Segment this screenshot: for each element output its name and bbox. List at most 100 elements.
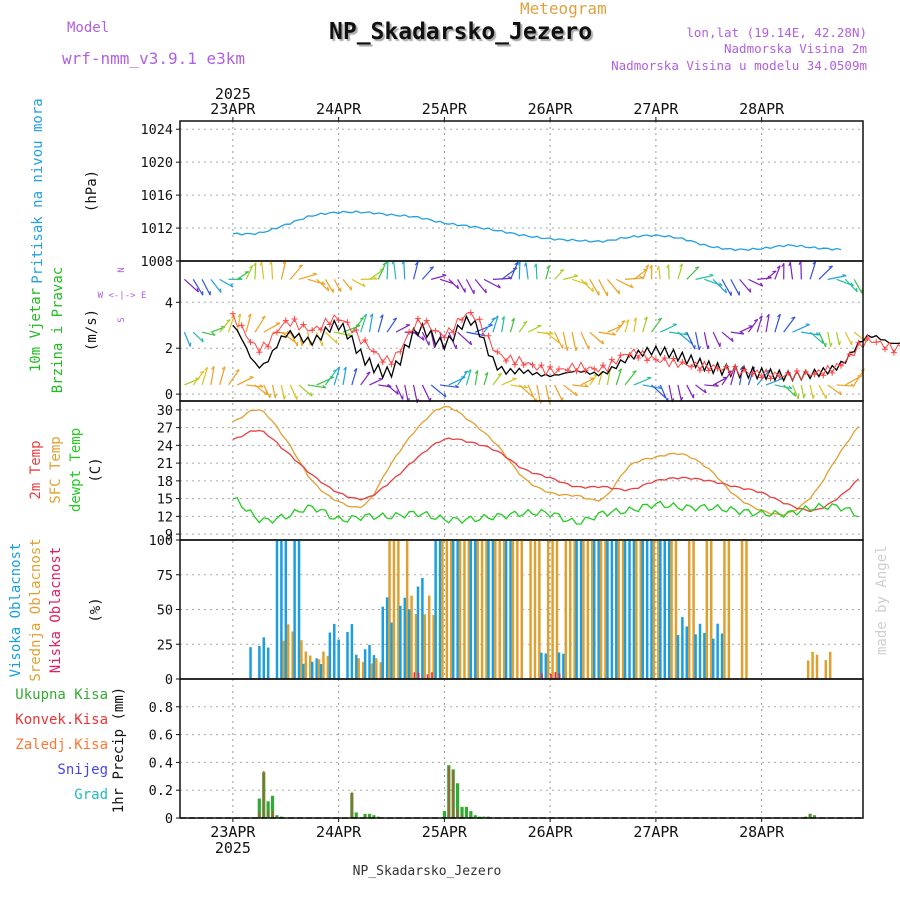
wind-arrow: [403, 260, 406, 280]
cloud-high-bar: [650, 540, 653, 679]
wind-arrow: [836, 384, 855, 387]
wind-arrow: [853, 279, 863, 294]
gust-marker: [749, 371, 756, 378]
cloud-high-bar: [368, 644, 371, 679]
wind-arrow: [260, 261, 265, 280]
day-label-top: 26APR: [528, 100, 574, 118]
cloud-mid-bar: [529, 540, 532, 679]
cloud-mid-bar: [709, 540, 713, 679]
wind-arrow: [307, 384, 326, 389]
wind-arrow-head: [707, 345, 710, 350]
wind-arrow: [651, 384, 666, 399]
cloud-high-bar: [275, 540, 279, 679]
pressure-line: [232, 210, 842, 252]
wind-arrow: [658, 266, 661, 280]
cloud-high-bar: [641, 540, 644, 679]
cloud-high-bar: [720, 633, 724, 679]
wind-arrow-head: [724, 288, 728, 294]
gust-marker: [388, 361, 395, 368]
cloud-high-bar: [575, 540, 578, 679]
cloud-high-bar: [452, 540, 455, 679]
wind-arrow: [844, 331, 853, 346]
cloud-title-low: Niska Oblacnost: [48, 547, 64, 673]
cloud-high-bar: [469, 540, 473, 679]
y-tick-label: 0.8: [149, 700, 173, 716]
cloud-mid-bar: [322, 651, 325, 679]
gust-marker: [265, 343, 272, 350]
wind-arrow-head: [414, 261, 419, 266]
cloud-mid-bar: [511, 540, 515, 679]
wind-arrow: [589, 331, 604, 345]
wind-arrow: [219, 319, 231, 333]
precip-conv-bar: [448, 766, 450, 818]
cloud-high-bar: [297, 540, 301, 679]
wind-arrow: [615, 368, 623, 386]
cloud-high-bar: [399, 605, 402, 679]
cloud-high-bar: [319, 663, 323, 679]
wind-arrow-head: [463, 370, 468, 374]
y-tick-label: 0: [165, 811, 173, 827]
cloud-mid-bar: [388, 540, 391, 679]
wind-arrow: [192, 370, 205, 386]
wind-arrow: [210, 366, 215, 386]
gust-marker: [741, 366, 748, 373]
cloud-mid-bar: [441, 540, 444, 679]
wind-arrow-head: [369, 313, 374, 318]
cloud-mid-bar: [692, 540, 695, 679]
y-tick-label: 1008: [140, 254, 173, 270]
wind-arrow-head: [776, 265, 781, 269]
wind-arrow: [615, 320, 626, 333]
gust-marker: [670, 355, 677, 362]
gust-marker: [688, 363, 695, 370]
gust-marker: [529, 361, 536, 368]
wind-arrow: [703, 332, 709, 350]
y-tick-label: 27: [157, 421, 173, 437]
y-tick-label: 50: [157, 603, 173, 619]
cloud-high-bar: [663, 540, 667, 679]
gust-marker: [414, 315, 421, 322]
wind-arrow: [606, 369, 611, 386]
wind-arrow: [580, 331, 590, 350]
wind-arrow: [721, 279, 732, 296]
wind-arrow-head: [584, 383, 589, 388]
wind-arrow: [421, 331, 430, 346]
wind-arrow-head: [522, 320, 528, 324]
cloud-low-bar: [554, 672, 557, 679]
cloud-mid-bar: [538, 540, 541, 679]
y-tick-label: 0.6: [149, 728, 173, 744]
wind-arrow: [571, 332, 577, 351]
gust-marker: [300, 321, 307, 328]
wind-arrow-head: [656, 265, 660, 271]
wind-gust-line: [232, 311, 900, 381]
cloud-high-bar: [302, 663, 305, 679]
wind-arrow: [227, 369, 240, 386]
wind-arrow: [245, 265, 254, 280]
gust-marker: [829, 369, 836, 376]
wind-arrow: [633, 317, 637, 333]
wind-arrow-head: [221, 366, 226, 370]
wind-arrow-head: [633, 317, 637, 322]
wind-arrow: [316, 278, 330, 292]
wind-arrow-head: [591, 287, 594, 292]
gust-marker: [511, 361, 518, 368]
temp-panel-frame: [179, 400, 864, 541]
wind-arrow-head: [491, 317, 496, 321]
wind-arrow-head: [298, 264, 303, 267]
cloud-mid-bar: [745, 540, 748, 679]
cloud-high-bar: [333, 623, 336, 679]
gust-marker: [459, 317, 466, 324]
gust-marker: [608, 356, 615, 363]
wind-arrow: [386, 260, 389, 280]
wind-arrow-head: [812, 394, 815, 399]
cloud-high-bar: [421, 578, 424, 679]
wind-arrow-head: [253, 262, 257, 267]
wind-arrow-head: [759, 282, 764, 287]
cloud-high-bar: [676, 634, 680, 679]
wind-arrow-head: [812, 260, 817, 265]
gust-marker: [520, 361, 527, 368]
gust-marker: [362, 337, 369, 344]
gust-marker: [256, 349, 263, 356]
gust-marker: [485, 332, 492, 339]
wind-arrow-head: [442, 273, 447, 276]
wind-arrow: [342, 278, 352, 291]
